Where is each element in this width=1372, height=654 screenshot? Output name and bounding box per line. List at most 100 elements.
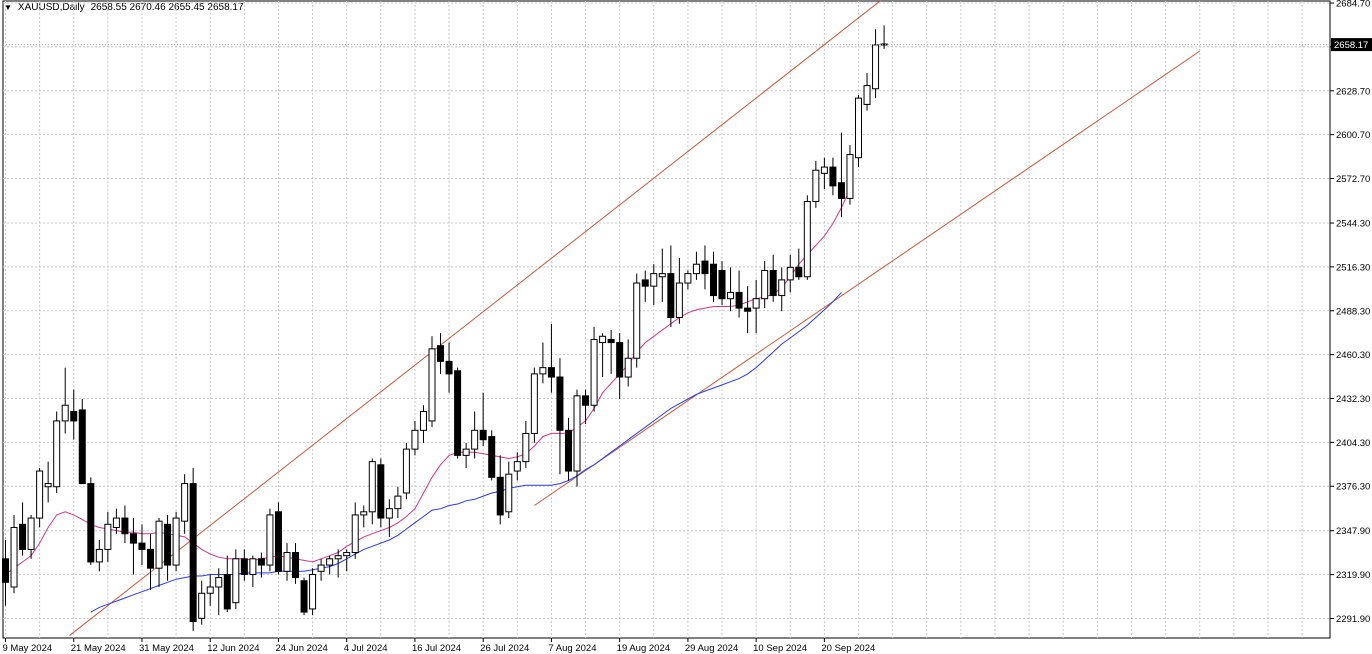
y-tick-label: 2460.30 — [1336, 350, 1370, 361]
candle — [36, 467, 44, 528]
candle-body-down — [667, 273, 675, 319]
y-tick-label: 2347.90 — [1336, 526, 1370, 537]
y-tick-label: 2488.30 — [1336, 306, 1370, 317]
candle — [2, 539, 9, 606]
candle-body-down — [564, 429, 572, 472]
candle-body-up — [334, 555, 342, 560]
candle-body-up — [402, 448, 410, 494]
chart-header: ▼ XAUUSD,Daily 2658.55 2670.46 2655.45 2… — [4, 2, 244, 13]
candle-body-up — [206, 586, 214, 594]
candle — [479, 392, 487, 446]
candle — [351, 502, 359, 559]
candle-body-up — [61, 404, 69, 422]
candle — [53, 411, 61, 493]
candle-body-down — [257, 558, 265, 566]
y-tick-label: 2572.70 — [1336, 174, 1370, 185]
candle — [317, 558, 325, 581]
candle-body-down — [735, 291, 743, 309]
candle-body-down — [121, 517, 129, 535]
symbol-label: XAUUSD,Daily — [17, 2, 85, 13]
candle — [616, 333, 624, 399]
candle-body-down — [547, 367, 555, 378]
candle-body-up — [675, 282, 683, 318]
candle — [769, 254, 777, 302]
candle — [87, 477, 95, 566]
candle-body-up — [36, 470, 44, 519]
y-axis: 2684.702656.702628.702600.702572.702544.… — [3, 0, 1372, 625]
candle-body-up — [266, 514, 274, 566]
candle — [701, 245, 709, 290]
candle — [206, 574, 214, 606]
price-tag: 2658.17 — [1334, 40, 1368, 51]
candle — [240, 549, 248, 581]
candle-body-up — [633, 282, 641, 359]
candle — [786, 254, 794, 293]
ohlc-readout: 2658.55 2670.46 2655.45 2658.17 — [90, 2, 244, 13]
x-tick-label: 7 Aug 2024 — [548, 643, 596, 654]
candle-body-up — [53, 420, 61, 488]
candle-body-up — [155, 520, 163, 569]
candle — [411, 420, 419, 456]
candle — [590, 326, 598, 412]
candle — [360, 505, 368, 528]
candle — [274, 502, 282, 575]
candle-body-down — [454, 370, 462, 456]
candle — [112, 508, 120, 534]
candle — [61, 367, 69, 434]
candle-body-up — [232, 558, 240, 604]
candle — [539, 342, 547, 384]
candle-body-up — [590, 338, 598, 406]
y-tick-label: 2684.70 — [1336, 0, 1370, 10]
candle-body-up — [761, 269, 769, 300]
candle-body-up — [309, 573, 317, 610]
candle-body-up — [658, 273, 666, 278]
candle — [129, 518, 137, 575]
candle-body-up — [112, 517, 120, 528]
moving-averages — [5, 188, 851, 613]
candle — [147, 533, 155, 591]
y-tick-label: 2291.90 — [1336, 614, 1370, 625]
candle-body-up — [351, 514, 359, 554]
candlesticks — [2, 25, 888, 631]
candle-body-down — [2, 558, 9, 583]
candle-body-up — [215, 577, 223, 588]
y-tick-label: 2432.30 — [1336, 394, 1370, 405]
candle — [778, 267, 786, 312]
x-tick-label: 9 May 2024 — [3, 643, 53, 654]
candle — [437, 333, 445, 374]
y-tick-label: 2376.30 — [1336, 482, 1370, 493]
candle-body-down — [164, 523, 172, 566]
candle — [334, 549, 342, 578]
candle-body-up — [10, 526, 18, 588]
candle — [27, 514, 35, 559]
candle-body-up — [650, 273, 658, 287]
candle-body-down — [718, 269, 726, 300]
candle — [812, 160, 820, 208]
candle — [419, 405, 427, 443]
candle — [104, 511, 112, 562]
candle — [607, 330, 615, 374]
y-tick-label: 2628.70 — [1336, 86, 1370, 97]
candle — [709, 251, 717, 302]
candle-body-up — [95, 548, 103, 563]
candle-body-up — [411, 429, 419, 450]
candle-body-down — [616, 342, 624, 378]
candle — [394, 486, 402, 519]
triangle-down-icon[interactable]: ▼ — [4, 3, 12, 12]
candle-body-up — [385, 508, 393, 519]
candle-body-down — [837, 182, 845, 199]
candle-body-down — [223, 573, 231, 610]
candle-body-down — [496, 476, 504, 516]
candle-body-up — [692, 263, 700, 275]
candle-body-up — [820, 166, 828, 174]
candle — [428, 336, 436, 428]
candle-body-down — [607, 338, 615, 344]
candle-body-up — [428, 348, 436, 422]
x-tick-label: 24 Jun 2024 — [275, 643, 327, 654]
candle — [718, 261, 726, 305]
candle — [138, 524, 146, 566]
x-tick-label: 20 Sep 2024 — [821, 643, 875, 654]
candle — [803, 195, 811, 280]
candle-body-down — [829, 166, 837, 187]
